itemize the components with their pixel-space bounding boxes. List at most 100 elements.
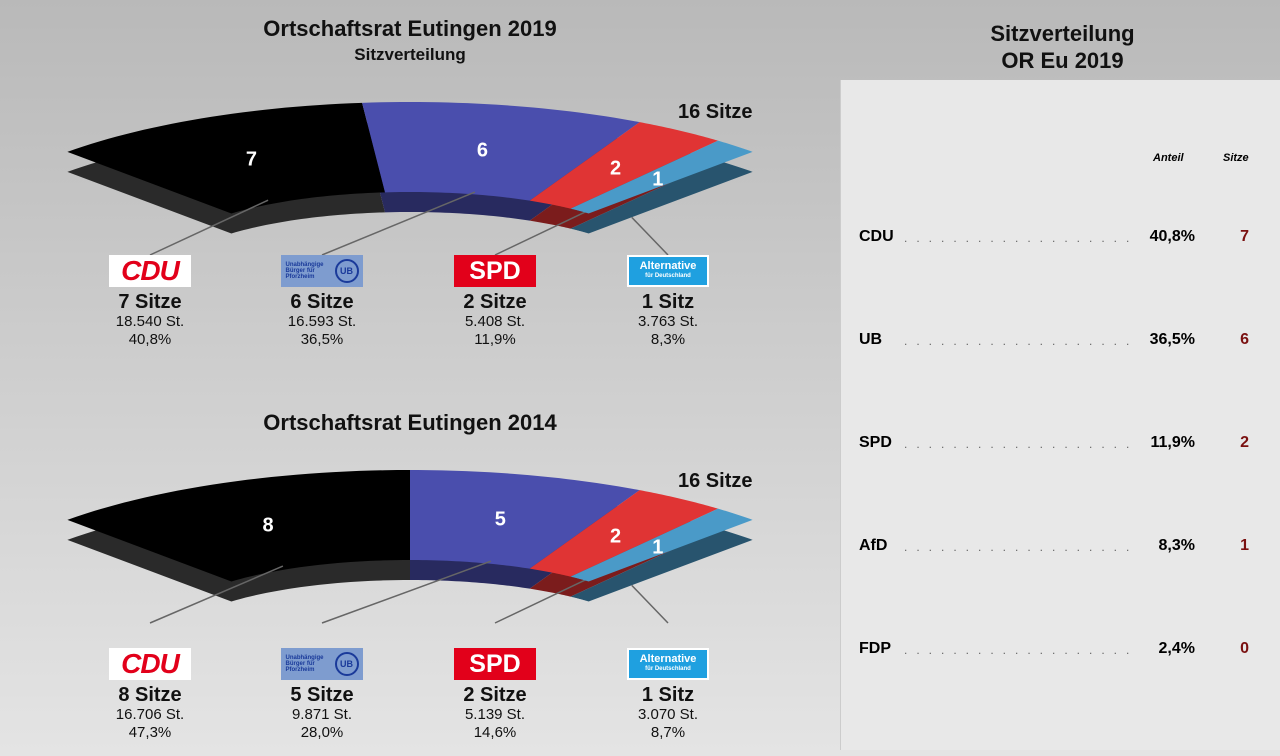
total-seats-2019: 16 Sitze [678,101,753,123]
spd-logo: SPD [454,255,536,287]
table-row: FDP................... 2,4% 0 [859,640,1259,664]
seat-table-panel: Anteil Sitze CDU................... 40,8%… [840,80,1280,750]
party-seats: 6 [1240,331,1249,348]
vote-count: 5.139 St. [464,706,526,723]
segment-UB [362,102,640,201]
leader-line [631,216,669,256]
leader-line [631,584,669,624]
seat-count: 2 Sitze [463,291,527,313]
segment-AfD [570,508,753,582]
seat-count: 7 Sitze [118,291,182,313]
cdu-logo: CDU [109,648,191,680]
party-summary: CDU 7 Sitze 18.540 St. 40,8% [65,255,235,349]
vote-count: 9.871 St. [291,706,353,723]
segment-CDU [67,102,386,214]
vote-percent: 40,8% [128,331,172,348]
table-row: AfD................... 8,3% 1 [859,537,1259,561]
seat-label-AfD: 1 [652,169,663,191]
segment-side-AfD [570,160,753,234]
dot-leader: ................... [904,334,1134,348]
vote-count: 16.706 St. [115,706,185,723]
col-header-share: Anteil [1153,152,1184,164]
afd-logo: Alternative für Deutschland [627,648,709,680]
dot-leader: ................... [904,643,1134,657]
col-header-seats: Sitze [1223,152,1249,164]
chart-subtitle-2019: Sitzverteilung [354,45,466,64]
dot-leader: ................... [904,437,1134,451]
segment-AfD [570,140,753,214]
party-name: CDU [859,228,894,245]
segment-SPD [529,122,719,209]
seat-count: 6 Sitze [290,291,354,313]
seat-label-SPD: 2 [610,526,621,548]
vote-percent: 28,0% [300,724,344,741]
seat-label-UB: 6 [477,139,488,161]
segment-CDU [67,470,411,582]
vote-count: 16.593 St. [287,313,357,330]
vote-count: 3.070 St. [637,706,699,723]
seat-count: 1 Sitz [641,291,695,313]
spd-logo: SPD [454,648,536,680]
dot-leader: ................... [904,540,1134,554]
party-name: SPD [859,434,892,451]
party-share: 40,8% [1149,228,1195,245]
vote-percent: 8,3% [650,331,686,348]
party-summary: Unabhängige Bürger für Pforzheim UB 5 Sitz… [237,648,407,742]
party-seats: 7 [1240,228,1249,245]
vote-percent: 14,6% [473,724,517,741]
party-share: 8,3% [1158,537,1195,554]
ub-logo: Unabhängige Bürger für Pforzheim UB [281,648,363,680]
vote-percent: 47,3% [128,724,172,741]
seat-charts: 7 6 2 1 8 5 2 1 [67,102,753,624]
party-seats: 2 [1240,434,1249,451]
chart-title-2014: Ortschaftsrat Eutingen 2014 [263,410,557,435]
segment-SPD [529,490,719,577]
leader-line [494,207,595,256]
seat-label-UB: 5 [495,509,506,531]
panel-title-line2: OR Eu 2019 [1001,48,1124,73]
seat-count: 1 Sitz [641,684,695,706]
leader-line [149,565,284,624]
total-seats-2014: 16 Sitze [678,470,753,492]
party-summary: Unabhängige Bürger für Pforzheim UB 6 Sitz… [237,255,407,349]
party-summary: SPD 2 Sitze 5.408 St. 11,9% [410,255,580,349]
party-name: AfD [859,537,888,554]
party-summary: Alternative für Deutschland 1 Sitz 3.763 St… [583,255,753,349]
dot-leader: ................... [904,231,1134,245]
seat-count: 8 Sitze [118,684,182,706]
vote-percent: 36,5% [300,331,344,348]
ub-logo: Unabhängige Bürger für Pforzheim UB [281,255,363,287]
party-summary: CDU 8 Sitze 16.706 St. 47,3% [65,648,235,742]
seat-count: 5 Sitze [290,684,354,706]
chart-title-2019: Ortschaftsrat Eutingen 2019 [263,16,557,41]
party-name: FDP [859,640,891,657]
seat-label-CDU: 8 [262,514,273,536]
vote-count: 3.763 St. [637,313,699,330]
seat-label-SPD: 2 [610,158,621,180]
party-seats: 1 [1240,537,1249,554]
party-summary: SPD 2 Sitze 5.139 St. 14,6% [410,648,580,742]
party-share: 36,5% [1149,331,1195,348]
leader-line [149,199,269,256]
table-row: UB................... 36,5% 6 [859,331,1259,355]
segment-side-AfD [570,528,753,602]
party-name: UB [859,331,883,348]
segment-UB [410,470,640,569]
table-row: SPD................... 11,9% 2 [859,434,1259,458]
seat-label-CDU: 7 [246,149,257,171]
afd-logo: Alternative für Deutschland [627,255,709,287]
table-row: CDU................... 40,8% 7 [859,228,1259,252]
vote-count: 5.408 St. [464,313,526,330]
leader-line [321,191,476,256]
party-share: 2,4% [1158,640,1195,657]
party-summary: Alternative für Deutschland 1 Sitz 3.070 St… [583,648,753,742]
party-seats: 0 [1240,640,1249,657]
vote-percent: 8,7% [650,724,686,741]
vote-percent: 11,9% [474,331,516,348]
leader-line [321,560,492,624]
panel-title-line1: Sitzverteilung [990,21,1135,46]
leader-line [494,575,595,624]
panel-title: Sitzverteilung OR Eu 2019 [840,20,1280,74]
vote-count: 18.540 St. [115,313,185,330]
party-share: 11,9% [1150,434,1195,451]
